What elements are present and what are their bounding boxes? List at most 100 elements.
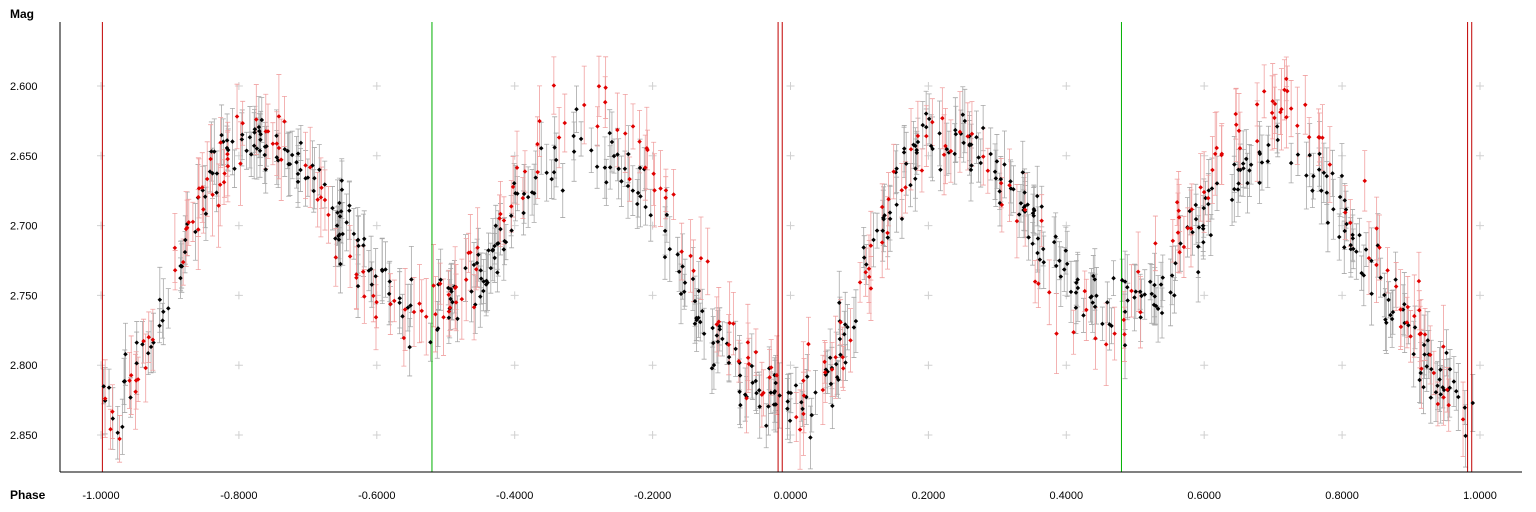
data-point-black-series	[1354, 249, 1359, 254]
data-point-black-series	[842, 331, 847, 337]
data-point-black-series	[799, 399, 804, 405]
data-point-red-series	[373, 314, 379, 320]
grid-plus-marker	[510, 291, 519, 300]
data-point-red-series	[446, 292, 451, 298]
data-point-red-series	[1177, 249, 1182, 255]
grid-plus-marker	[1476, 151, 1484, 160]
data-point-red-series	[1135, 269, 1141, 275]
data-point-red-series	[1327, 162, 1333, 167]
data-point-black-series	[311, 188, 316, 194]
data-point-black-series	[937, 131, 942, 136]
data-point-black-series	[1236, 181, 1241, 186]
data-point-black-series	[438, 277, 443, 282]
data-point-red-series	[1295, 123, 1300, 129]
data-point-black-series	[463, 265, 468, 271]
data-point-black-series	[1400, 307, 1406, 312]
data-point-red-series	[1036, 281, 1041, 286]
data-point-black-series	[1026, 235, 1031, 240]
data-point-black-series	[493, 223, 499, 228]
data-point-red-series	[276, 145, 282, 151]
data-point-black-series	[988, 151, 993, 157]
data-point-red-series	[746, 361, 752, 367]
data-point-red-series	[1417, 308, 1422, 313]
data-point-black-series	[853, 318, 859, 324]
data-point-black-series	[1275, 137, 1281, 143]
grid-plus-marker	[372, 361, 381, 370]
data-point-red-series	[225, 151, 230, 157]
data-point-black-series	[901, 150, 907, 155]
x-tick-label: -0.8000	[220, 490, 257, 502]
data-point-red-series	[1316, 134, 1321, 140]
data-point-black-series	[682, 280, 688, 285]
data-point-black-series	[1035, 250, 1040, 256]
data-point-black-series	[861, 255, 867, 260]
y-tick-label: 2.700	[10, 221, 38, 233]
data-point-red-series	[595, 124, 600, 129]
data-point-red-series	[128, 372, 134, 378]
data-point-red-series	[822, 359, 827, 365]
data-point-red-series	[234, 114, 240, 119]
data-point-red-series	[1427, 352, 1433, 358]
data-point-red-series	[1377, 245, 1382, 250]
grid-plus-marker	[1200, 291, 1209, 300]
data-point-black-series	[471, 262, 477, 268]
data-point-red-series	[1385, 268, 1390, 273]
data-point-red-series	[866, 266, 872, 271]
error-bars	[101, 55, 1476, 470]
data-point-black-series	[1386, 297, 1391, 303]
data-point-black-series	[692, 298, 698, 304]
data-point-red-series	[240, 121, 245, 126]
data-point-black-series	[845, 324, 850, 330]
data-point-red-series	[652, 188, 657, 193]
data-point-black-series	[1235, 187, 1241, 192]
data-point-black-series	[525, 194, 531, 200]
data-point-black-series	[428, 339, 433, 345]
data-point-black-series	[334, 223, 340, 228]
data-point-black-series	[1100, 321, 1105, 327]
data-point-red-series	[774, 372, 780, 378]
data-point-black-series	[1361, 273, 1367, 278]
grid-plus-marker	[648, 221, 657, 230]
data-point-red-series	[1284, 76, 1289, 82]
data-point-black-series	[768, 390, 774, 395]
data-point-black-series	[763, 423, 769, 428]
data-point-black-series	[1058, 274, 1064, 279]
data-point-black-series	[356, 243, 361, 249]
data-point-black-series	[953, 131, 959, 137]
data-point-red-series	[362, 294, 367, 299]
data-point-red-series	[801, 378, 806, 383]
grid-plus-marker	[786, 291, 795, 300]
data-point-black-series	[214, 190, 219, 195]
data-point-red-series	[903, 185, 908, 190]
data-point-black-series	[709, 366, 715, 371]
data-point-black-series	[157, 323, 162, 328]
data-point-black-series	[594, 164, 600, 170]
data-point-black-series	[1437, 377, 1442, 382]
data-point-black-series	[1195, 269, 1201, 275]
data-point-black-series	[1295, 152, 1301, 157]
grid-plus-marker	[1476, 291, 1484, 300]
data-point-black-series	[571, 133, 576, 139]
data-point-black-series	[448, 286, 454, 292]
data-point-red-series	[705, 259, 710, 264]
data-point-black-series	[166, 306, 171, 311]
data-point-red-series	[596, 84, 602, 89]
data-point-black-series	[1389, 316, 1395, 322]
y-tick-label: 2.800	[10, 360, 38, 372]
data-point-red-series	[1084, 307, 1089, 313]
data-point-red-series	[474, 267, 479, 272]
data-point-red-series	[172, 245, 178, 251]
data-point-red-series	[1279, 106, 1284, 112]
data-point-black-series	[1107, 322, 1112, 327]
data-point-black-series	[754, 390, 759, 396]
data-point-black-series	[1425, 338, 1431, 343]
x-tick-label: 0.0000	[774, 490, 808, 502]
data-point-black-series	[161, 309, 166, 314]
data-point-red-series	[1441, 344, 1446, 349]
data-point-black-series	[1002, 162, 1007, 167]
grid-plus-marker	[372, 221, 381, 230]
data-point-black-series	[630, 188, 636, 193]
data-point-red-series	[868, 286, 874, 291]
data-point-black-series	[1122, 279, 1128, 284]
data-point-black-series	[263, 167, 268, 172]
